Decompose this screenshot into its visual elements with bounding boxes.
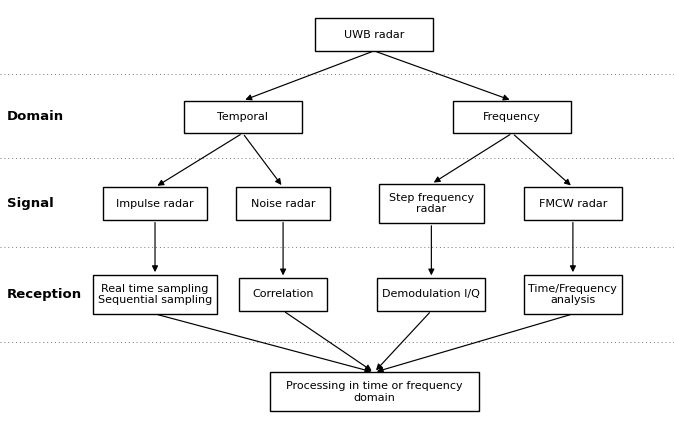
Text: Processing in time or frequency
domain: Processing in time or frequency domain: [286, 381, 462, 403]
Text: Reception: Reception: [7, 288, 82, 301]
Text: Real time sampling
Sequential sampling: Real time sampling Sequential sampling: [98, 284, 212, 305]
Text: Domain: Domain: [7, 110, 64, 123]
Text: Signal: Signal: [7, 197, 53, 210]
FancyBboxPatch shape: [103, 187, 208, 220]
Text: UWB radar: UWB radar: [344, 29, 404, 40]
Text: FMCW radar: FMCW radar: [539, 198, 607, 209]
Text: Demodulation I/Q: Demodulation I/Q: [382, 289, 481, 300]
FancyBboxPatch shape: [93, 275, 217, 314]
Text: Noise radar: Noise radar: [251, 198, 315, 209]
Text: Frequency: Frequency: [483, 112, 541, 122]
FancyBboxPatch shape: [239, 278, 327, 311]
FancyBboxPatch shape: [377, 278, 485, 311]
FancyBboxPatch shape: [524, 275, 621, 314]
FancyBboxPatch shape: [453, 101, 571, 133]
FancyBboxPatch shape: [379, 184, 484, 223]
Text: Temporal: Temporal: [217, 112, 268, 122]
FancyBboxPatch shape: [315, 18, 433, 51]
FancyBboxPatch shape: [183, 101, 301, 133]
FancyBboxPatch shape: [236, 187, 330, 220]
Text: Correlation: Correlation: [252, 289, 314, 300]
FancyBboxPatch shape: [524, 187, 621, 220]
Text: Time/Frequency
analysis: Time/Frequency analysis: [528, 284, 617, 305]
Text: Step frequency
radar: Step frequency radar: [389, 193, 474, 214]
Text: Impulse radar: Impulse radar: [116, 198, 194, 209]
FancyBboxPatch shape: [270, 372, 479, 411]
